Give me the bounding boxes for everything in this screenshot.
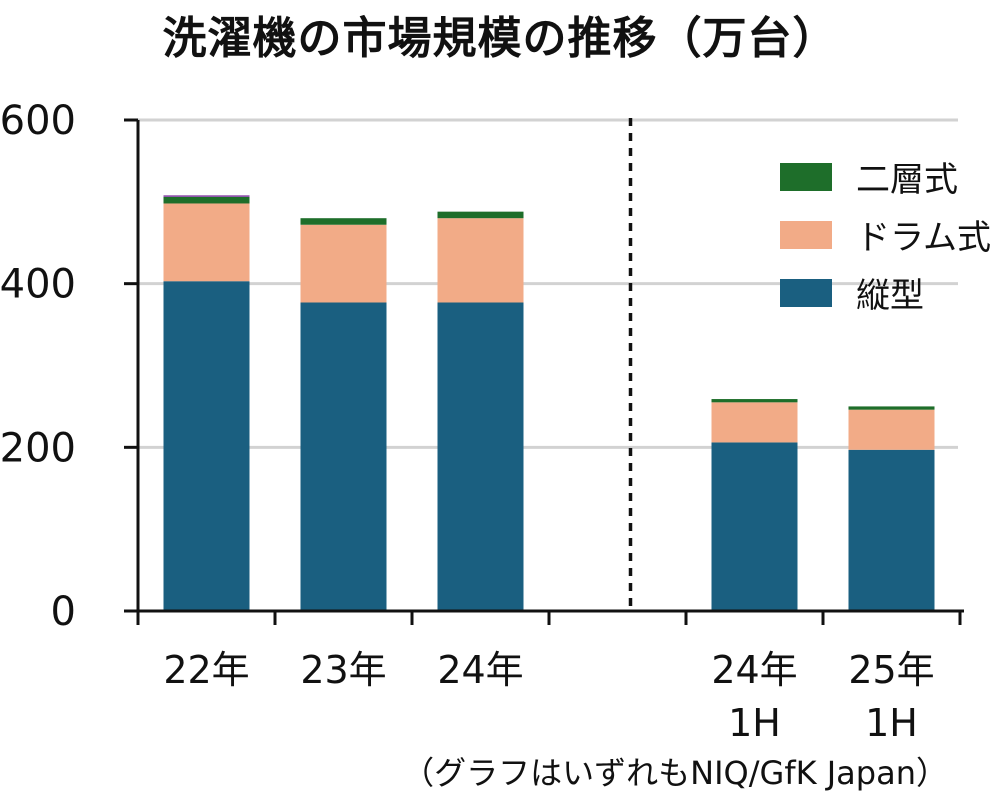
y-tick-label: 0 [51,589,76,635]
x-tick-label: 23年 [300,648,386,692]
y-tick-label: 600 [0,98,76,144]
legend-swatch-drum [780,220,832,249]
y-tick-label: 400 [0,262,76,308]
source-note: （グラフはいずれもNIQ/GfK Japan） [402,754,948,792]
bar-segment [711,442,798,611]
bar-segment [300,224,387,303]
bar-segment [163,196,250,204]
bar-segment [848,409,935,450]
x-tick-label: 22年 [163,648,249,692]
legend-swatch-two-tub [780,162,832,191]
bar-segment [163,195,250,197]
bar-segment [437,302,524,611]
chart-title: 洗濯機の市場規模の推移（万台） [162,13,838,64]
x-tick-label: 24年 [711,648,797,692]
bar-segment [437,211,524,219]
legend-label-drum: ドラム式 [856,218,991,258]
bar-segment [848,406,935,410]
legend-label-vertical: 縦型 [856,276,924,316]
legend-item-two-tub: 二層式 [780,152,958,201]
bar-segment [300,218,387,225]
x-tick-label: 24年 [437,648,523,692]
bar-segment [711,399,798,403]
x-tick-label: 25年 [848,648,934,692]
legend-item-drum: ドラム式 [780,210,991,259]
legend-swatch-vertical [780,278,832,307]
bar-segment [848,449,935,611]
y-tick-label: 200 [0,425,76,471]
bar-segment [163,281,250,611]
x-tick-label: 1H [728,701,781,745]
legend-item-vertical: 縦型 [780,268,924,317]
legend-label-two-tub: 二層式 [856,160,958,200]
bar-segment [437,218,524,303]
x-tick-label: 1H [865,701,918,745]
bar-segment [711,402,798,443]
bar-segment [163,203,250,282]
bar-segment [300,302,387,611]
